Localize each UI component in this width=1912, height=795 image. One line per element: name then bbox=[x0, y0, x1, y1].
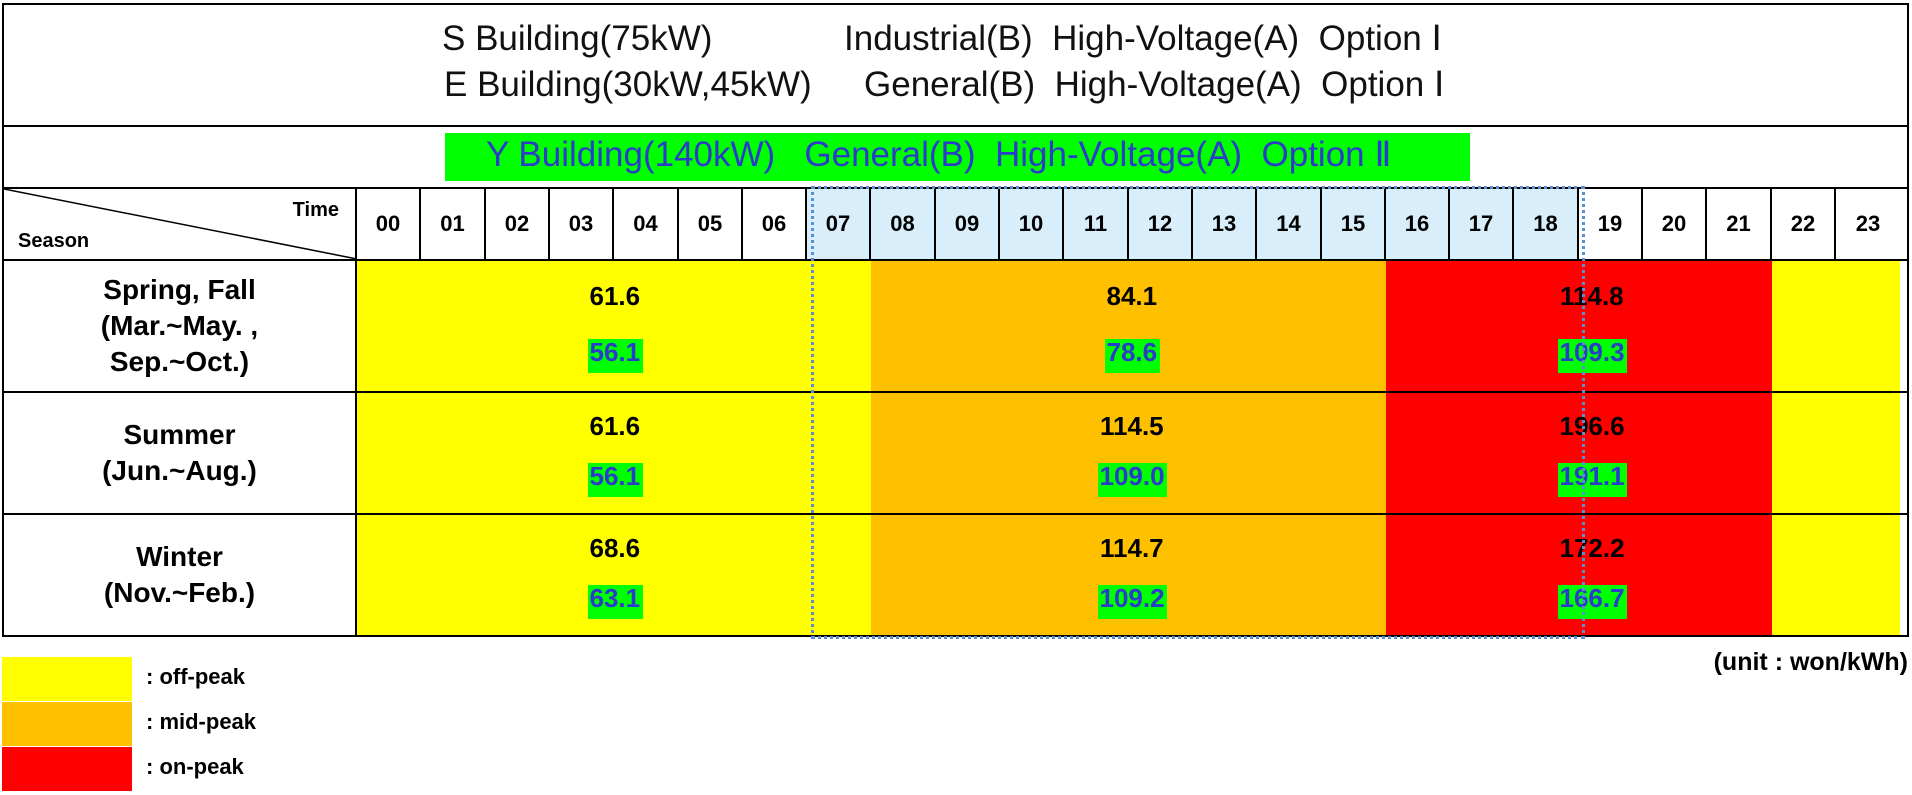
season-header: Season bbox=[18, 230, 90, 252]
price-option2-off-peak: 56.1 bbox=[589, 336, 641, 367]
title-s-building: S Building(75kW) bbox=[442, 19, 713, 58]
hour-cell-14: 14 bbox=[1257, 189, 1322, 259]
option2-price-highlight bbox=[1104, 338, 1160, 373]
hour-cell-13: 13 bbox=[1193, 189, 1257, 259]
time-header: Time bbox=[292, 199, 339, 221]
price-option2-on-peak: 109.3 bbox=[1559, 336, 1625, 367]
hour-cell-04: 04 bbox=[614, 189, 679, 259]
option2-price-highlight bbox=[587, 338, 643, 373]
price-option2-on-peak: 191.1 bbox=[1559, 461, 1625, 492]
row-separator bbox=[4, 391, 1907, 393]
price-option2-off-peak: 56.1 bbox=[589, 461, 641, 492]
legend-label-mid-peak: : mid-peak bbox=[146, 709, 257, 734]
hour-cell-17: 17 bbox=[1450, 189, 1514, 259]
title-e-tariff: General(B) High-Voltage(A) Option Ⅰ bbox=[864, 65, 1445, 104]
hour-cell-16: 16 bbox=[1386, 189, 1450, 259]
option2-price-highlight bbox=[1557, 463, 1627, 498]
season-label: Winter (Nov.~Feb.) bbox=[4, 515, 357, 635]
y-building-highlight bbox=[445, 133, 1470, 181]
band-mid-peak-1 bbox=[871, 261, 1386, 635]
season-label-line: (Nov.~Feb.) bbox=[103, 577, 256, 608]
title-y-building: Y Building(140kW) General(B) High-Voltag… bbox=[486, 135, 1392, 174]
hour-cell-05: 05 bbox=[679, 189, 743, 259]
price-option1-off-peak: 61.6 bbox=[589, 410, 641, 441]
price-option1-on-peak: 114.8 bbox=[1560, 281, 1624, 312]
price-option1-on-peak: 196.6 bbox=[1559, 410, 1625, 441]
hour-cell-23: 23 bbox=[1855, 211, 1881, 236]
hour-cell-08: 08 bbox=[871, 189, 936, 259]
title-s-tariff: Industrial(B) High-Voltage(A) Option Ⅰ bbox=[844, 19, 1442, 58]
option2-price-highlight bbox=[587, 463, 643, 498]
hour-cell-06: 06 bbox=[743, 189, 807, 259]
price-option1-on-peak: 172.2 bbox=[1559, 532, 1625, 563]
option2-price-highlight bbox=[587, 585, 643, 620]
hour-cell-00: 00 bbox=[357, 189, 421, 259]
legend-swatch-mid-peak bbox=[2, 702, 132, 746]
season-label: Summer (Jun.~Aug.) bbox=[4, 393, 357, 513]
option2-price-highlight bbox=[1557, 338, 1627, 373]
season-label-line: (Mar.~May. , bbox=[100, 310, 259, 341]
option2-price-highlight bbox=[1097, 585, 1167, 620]
price-option2-mid-peak: 109.0 bbox=[1099, 461, 1165, 492]
season-label-line: (Jun.~Aug.) bbox=[102, 455, 257, 486]
title-e-building: E Building(30kW,45kW) bbox=[444, 65, 812, 104]
hour-header-row: Time Season 00 01 02 03 04 05 06 07 08 09 10 11 12 13… bbox=[4, 189, 1907, 261]
title-box: S Building(75kW) Industrial(B) High-Volt… bbox=[4, 5, 1907, 127]
hour-cell-01: 01 bbox=[421, 189, 486, 259]
option2-price-highlight bbox=[1097, 463, 1167, 498]
row-separator bbox=[4, 513, 1907, 515]
hour-cell-03: 03 bbox=[550, 189, 614, 259]
season-label: Spring, Fall (Mar.~May. , Sep.~Oct.) bbox=[4, 261, 357, 391]
band-on-peak-2 bbox=[1386, 261, 1772, 635]
band-off-peak-0 bbox=[357, 261, 871, 635]
hour-cell-10: 10 bbox=[1000, 189, 1064, 259]
legend-swatch-off-peak bbox=[2, 657, 132, 701]
price-option1-mid-peak: 114.7 bbox=[1100, 532, 1164, 563]
hour-cell-07: 07 bbox=[807, 189, 871, 259]
tariff-table: S Building(75kW) Industrial(B) High-Volt… bbox=[2, 3, 1909, 637]
band-off-peak-3 bbox=[1772, 261, 1900, 635]
price-option2-mid-peak: 109.2 bbox=[1099, 583, 1165, 614]
hour-cell-20: 20 bbox=[1643, 189, 1707, 259]
legend-label-on-peak: : on-peak bbox=[146, 754, 244, 779]
price-option1-mid-peak: 84.1 bbox=[1106, 281, 1158, 312]
legend-swatch-on-peak bbox=[2, 747, 132, 791]
price-option1-mid-peak: 114.5 bbox=[1100, 410, 1164, 441]
option2-price-highlight bbox=[1557, 585, 1627, 620]
hour-cell-11: 11 bbox=[1064, 189, 1129, 259]
hour-cell-18: 18 bbox=[1514, 189, 1579, 259]
hour-cell-22: 22 bbox=[1772, 189, 1836, 259]
price-option2-off-peak: 63.1 bbox=[589, 583, 641, 614]
season-label-line: Sep.~Oct.) bbox=[109, 346, 250, 377]
hour-cell-21: 21 bbox=[1707, 189, 1772, 259]
season-label-line: Summer bbox=[123, 419, 236, 450]
price-option2-on-peak: 166.7 bbox=[1559, 583, 1625, 614]
hour-cell-12: 12 bbox=[1129, 189, 1193, 259]
hour-cell-09: 09 bbox=[936, 189, 1000, 259]
price-option1-off-peak: 61.6 bbox=[589, 281, 641, 312]
season-label-line: Winter bbox=[136, 541, 223, 572]
legend-label-off-peak: : off-peak bbox=[146, 664, 245, 689]
price-option2-mid-peak: 78.6 bbox=[1106, 336, 1158, 367]
price-option1-off-peak: 68.6 bbox=[589, 532, 641, 563]
corner-diagonal bbox=[4, 189, 357, 259]
hour-cell-19: 19 bbox=[1579, 189, 1643, 259]
y-building-row: Y Building(140kW) General(B) High-Voltag… bbox=[4, 127, 1907, 189]
season-label-line: Spring, Fall bbox=[103, 274, 256, 305]
corner-cell: Time Season bbox=[4, 189, 357, 259]
hour-cell-15: 15 bbox=[1322, 189, 1386, 259]
hour-cell-02: 02 bbox=[486, 189, 550, 259]
unit-label: (unit : won/kWh) bbox=[1713, 648, 1908, 676]
